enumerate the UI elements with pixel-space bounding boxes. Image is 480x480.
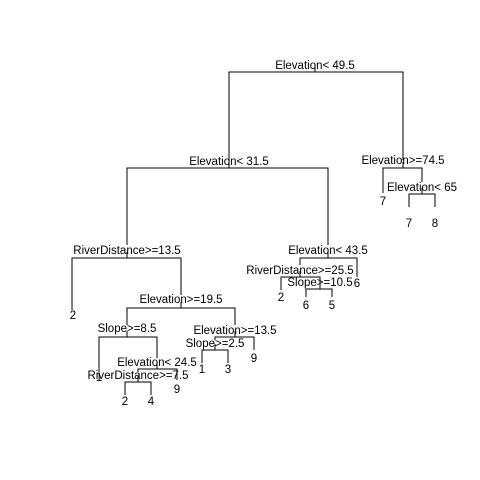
node-root-left-left-right-left-right-split-label: Elevation< 24.5 [117,357,197,369]
node-root-split-label: Elevation< 49.5 [275,60,355,72]
node-root-left-left-right-right-left-connector [201,344,229,363]
node-root-left-right-right-leaf-label: 6 [354,278,360,290]
node-root-left-left-right-left-right-left-split-label: RiverDistance>=7.5 [88,370,189,382]
node-root-left-connector [126,162,329,245]
node-root-left-left-connector [71,252,182,310]
node-root-connector [228,66,404,160]
node-root-left-left-right-right-split-label: Elevation>=13.5 [193,325,276,337]
node-root-left-right-left-right-split-label: Slope>=10.5 [287,277,352,289]
node-root-right-right-right-leaf-label: 8 [432,218,438,230]
node-root-right-left-leaf-label: 7 [380,196,386,208]
node-root-left-left-right-left-split-label: Slope>=8.5 [98,323,157,335]
node-root-left-left-right-left-connector [98,331,158,372]
node-root-right-right-split-label: Elevation< 65 [387,182,457,194]
tree-labels: Elevation< 49.5 Elevation< 31.5 RiverDista… [70,60,457,408]
node-root-left-left-right-right-left-split-label: Slope>=2.5 [186,338,245,350]
node-root-left-left-right-connector [126,302,236,325]
node-root-left-left-right-right-left-right-leaf-label: 3 [225,364,231,376]
node-root-left-right-left-left-leaf-label: 2 [278,292,284,304]
node-root-left-left-right-left-left-leaf-label: 1 [96,372,102,384]
node-root-left-right-left-right-connector [305,283,333,297]
node-root-left-left-right-left-right-left-connector [124,376,152,395]
node-root-right-right-connector [408,188,436,207]
tree-edges [71,66,436,395]
node-root-left-right-split-label: Elevation< 43.5 [288,245,368,257]
node-root-left-right-left-right-right-leaf-label: 5 [329,300,335,312]
node-root-left-left-right-right-connector [214,331,255,350]
node-root-left-left-right-left-right-left-right-leaf-label: 4 [148,396,155,408]
node-root-left-left-right-right-right-leaf-label: 9 [251,353,257,365]
node-root-left-left-split-label: RiverDistance>=13.5 [73,245,180,257]
node-root-left-right-connector [299,252,358,277]
node-root-left-left-right-split-label: Elevation>=19.5 [139,294,222,306]
node-root-left-right-left-split-label: RiverDistance>=25.5 [246,265,353,277]
node-root-right-split-label: Elevation>=74.5 [361,155,444,167]
node-root-left-right-left-connector [280,271,321,290]
node-root-left-left-right-left-right-connector [137,363,178,380]
node-root-left-left-left-leaf-label: 2 [70,310,76,322]
node-root-left-left-right-left-right-left-left-leaf-label: 2 [122,396,128,408]
node-root-left-left-right-left-right-right-leaf-label: 9 [174,384,180,396]
node-root-left-right-left-right-left-leaf-label: 6 [303,300,309,312]
node-root-right-connector [382,162,423,193]
node-root-left-left-right-right-left-left-leaf-label: 1 [199,364,205,376]
node-root-right-right-left-leaf-label: 7 [406,218,412,230]
node-root-left-split-label: Elevation< 31.5 [189,156,269,168]
